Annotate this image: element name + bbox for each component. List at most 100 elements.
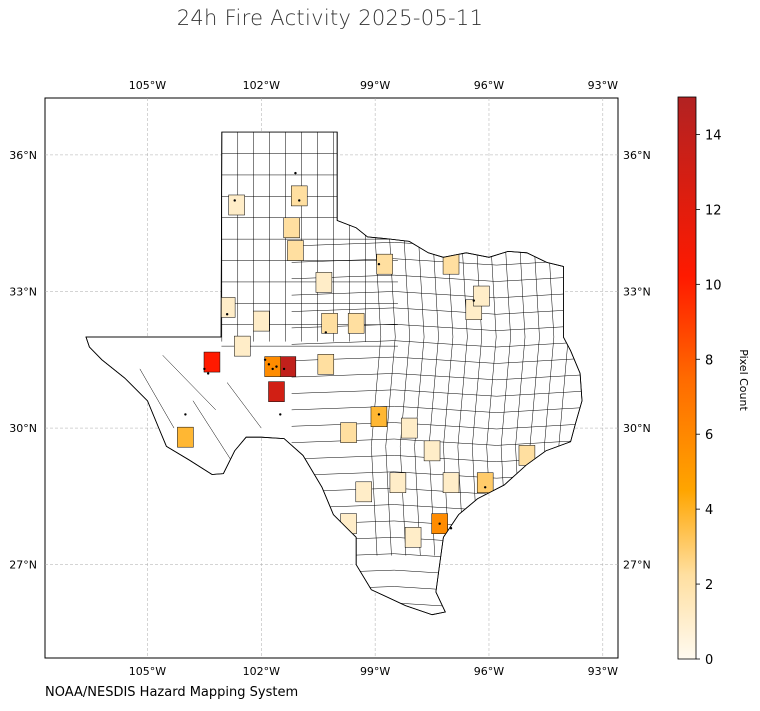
lon-tick-label-bottom: 102°W: [243, 665, 280, 678]
county-fill: [283, 217, 300, 239]
county-line: [192, 400, 232, 461]
county-line: [291, 373, 582, 381]
county-line: [371, 236, 382, 556]
county-line: [428, 236, 439, 556]
county-fill: [228, 194, 245, 216]
fire-point: [267, 363, 271, 366]
lat-tick-label-right: 30°N: [623, 422, 651, 435]
county-line: [291, 274, 582, 282]
county-fill: [340, 422, 357, 443]
county-line: [139, 368, 175, 429]
colorbar-tick-label: 10: [705, 278, 722, 293]
county-fill: [287, 240, 304, 261]
county-line: [457, 236, 468, 556]
lat-tick-label-right: 36°N: [623, 149, 651, 162]
lon-ticks-top: 105°W 102°W 99°W 96°W 93°W: [129, 79, 618, 92]
fire-point: [472, 299, 476, 302]
map-title: 24h Fire Activity 2025-05-11: [176, 6, 484, 30]
fire-point: [298, 199, 301, 202]
colorbar-ramp: [677, 96, 697, 660]
lat-ticks-left: 36°N 33°N 30°N 27°N: [9, 149, 37, 572]
fire-detections: [184, 171, 487, 530]
lon-tick-label-bottom: 93°W: [588, 665, 618, 678]
lon-tick-label-top: 102°W: [243, 79, 280, 92]
county-fill: [473, 285, 490, 307]
county-line: [385, 236, 396, 556]
county-line: [291, 405, 582, 413]
county-fill: [291, 185, 308, 207]
fire-point: [184, 413, 187, 416]
county-line: [226, 382, 262, 429]
colorbar-tick-label: 0: [705, 653, 713, 668]
colorbar-tick-label: 14: [705, 128, 722, 143]
colorbar-label: Pixel Count: [737, 349, 750, 411]
lat-tick-label-left: 30°N: [9, 422, 37, 435]
lon-tick-label-top: 99°W: [360, 79, 390, 92]
county-fill: [234, 335, 251, 357]
county-fill: [268, 381, 285, 402]
county-fill: [442, 472, 460, 493]
lat-tick-label-left: 33°N: [9, 285, 37, 298]
texas-state: [85, 131, 583, 616]
lat-ticks-right: 36°N 33°N 30°N 27°N: [623, 149, 651, 572]
fire-point: [263, 358, 267, 361]
lon-tick-label-bottom: 96°W: [474, 665, 504, 678]
fire-point: [203, 367, 206, 371]
fire-point: [377, 413, 381, 416]
county-fill: [177, 426, 194, 448]
colorbar-tick-label: 4: [705, 503, 713, 518]
fire-point: [294, 171, 297, 175]
lon-tick-label-top: 96°W: [474, 79, 504, 92]
county-fire-fills: [177, 185, 536, 548]
county-line: [291, 340, 582, 348]
county-fill: [317, 354, 335, 375]
county-fill: [376, 253, 393, 275]
colorbar-tick-label: 2: [705, 578, 713, 593]
county-line: [162, 355, 216, 411]
fire-point: [282, 367, 286, 371]
county-fill: [321, 313, 338, 334]
county-line: [414, 236, 425, 556]
lat-tick-label-right: 33°N: [623, 285, 651, 298]
county-line: [291, 389, 582, 397]
county-line: [443, 236, 454, 556]
lon-tick-label-bottom: 99°W: [360, 665, 390, 678]
colorbar-tick-label: 12: [705, 203, 722, 218]
county-fill: [253, 310, 270, 332]
colorbar-tick-label: 6: [705, 428, 713, 443]
county-fill: [315, 272, 333, 293]
lat-tick-label-left: 27°N: [9, 559, 37, 572]
county-fill: [264, 356, 281, 377]
county-fill: [203, 351, 221, 373]
fire-point: [279, 413, 282, 416]
data-source-credit: NOAA/NESDIS Hazard Mapping System: [45, 685, 299, 700]
county-fill: [423, 440, 441, 462]
county-line: [291, 307, 582, 315]
county-fill: [401, 417, 418, 439]
lon-ticks-bottom: 105°W 102°W 99°W 96°W 93°W: [129, 665, 618, 678]
lon-tick-label-bottom: 105°W: [129, 665, 166, 678]
fire-point: [275, 365, 278, 368]
fire-point: [449, 527, 453, 530]
texas-outline-stroke: [85, 131, 583, 616]
fire-point: [377, 262, 381, 266]
colorbar-tick-label: 8: [705, 353, 713, 368]
county-fill: [389, 472, 407, 493]
fire-point: [225, 313, 229, 316]
county-fill: [355, 481, 372, 503]
county-fill: [476, 472, 494, 493]
fire-point: [206, 372, 210, 375]
fire-point: [324, 331, 328, 334]
county-line: [291, 356, 582, 364]
county-line: [291, 291, 582, 299]
colorbar-ticks: 0 2 4 6 8 10 12 14: [696, 128, 722, 668]
fire-point: [438, 522, 441, 525]
lon-tick-label-top: 105°W: [129, 79, 166, 92]
lon-tick-label-top: 93°W: [588, 79, 618, 92]
fire-point: [233, 199, 236, 202]
county-fill: [370, 406, 388, 427]
county-line: [399, 236, 410, 556]
county-fill: [279, 356, 297, 377]
county-fill: [404, 527, 422, 548]
county-line: [291, 324, 582, 331]
